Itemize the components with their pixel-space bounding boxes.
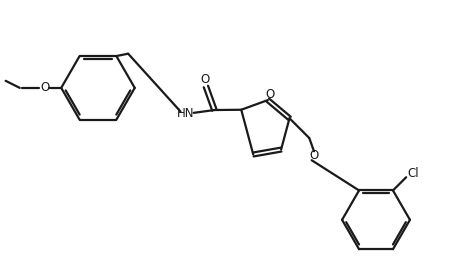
Text: Cl: Cl <box>408 167 419 180</box>
Text: O: O <box>310 150 319 163</box>
Text: HN: HN <box>176 107 194 120</box>
Text: O: O <box>265 88 274 101</box>
Text: O: O <box>201 73 210 86</box>
Text: O: O <box>41 81 50 94</box>
